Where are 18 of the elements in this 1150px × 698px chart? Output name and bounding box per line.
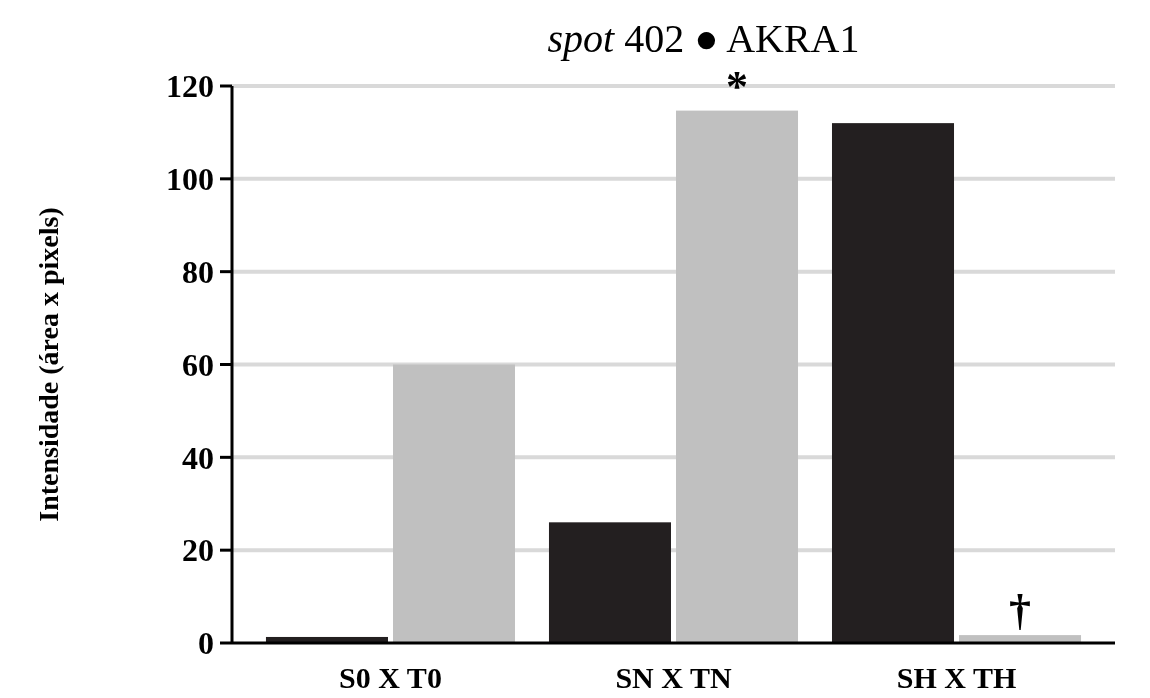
y-tick-label: 80 [182,253,214,290]
bar [676,110,799,643]
y-tick-label: 40 [182,439,214,476]
annotation: * [726,61,749,111]
bar [548,522,671,643]
annotation: † [1009,586,1032,636]
bar [392,364,516,643]
y-tick-label: 20 [182,532,214,569]
x-tick-label: SH X TH [896,661,1017,694]
y-tick-label: 0 [198,625,214,662]
bar [831,123,955,643]
y-tick-label: 120 [166,68,214,105]
x-tick-label: SN X TN [615,661,732,694]
y-axis-title: Intensidade (área x pixels) [33,207,64,522]
y-tick-label: 100 [166,161,214,198]
x-tick-label: S0 X T0 [339,661,442,694]
chart-title: spot 402 ● AKRA1 [547,16,860,61]
y-tick-label: 60 [182,346,214,383]
